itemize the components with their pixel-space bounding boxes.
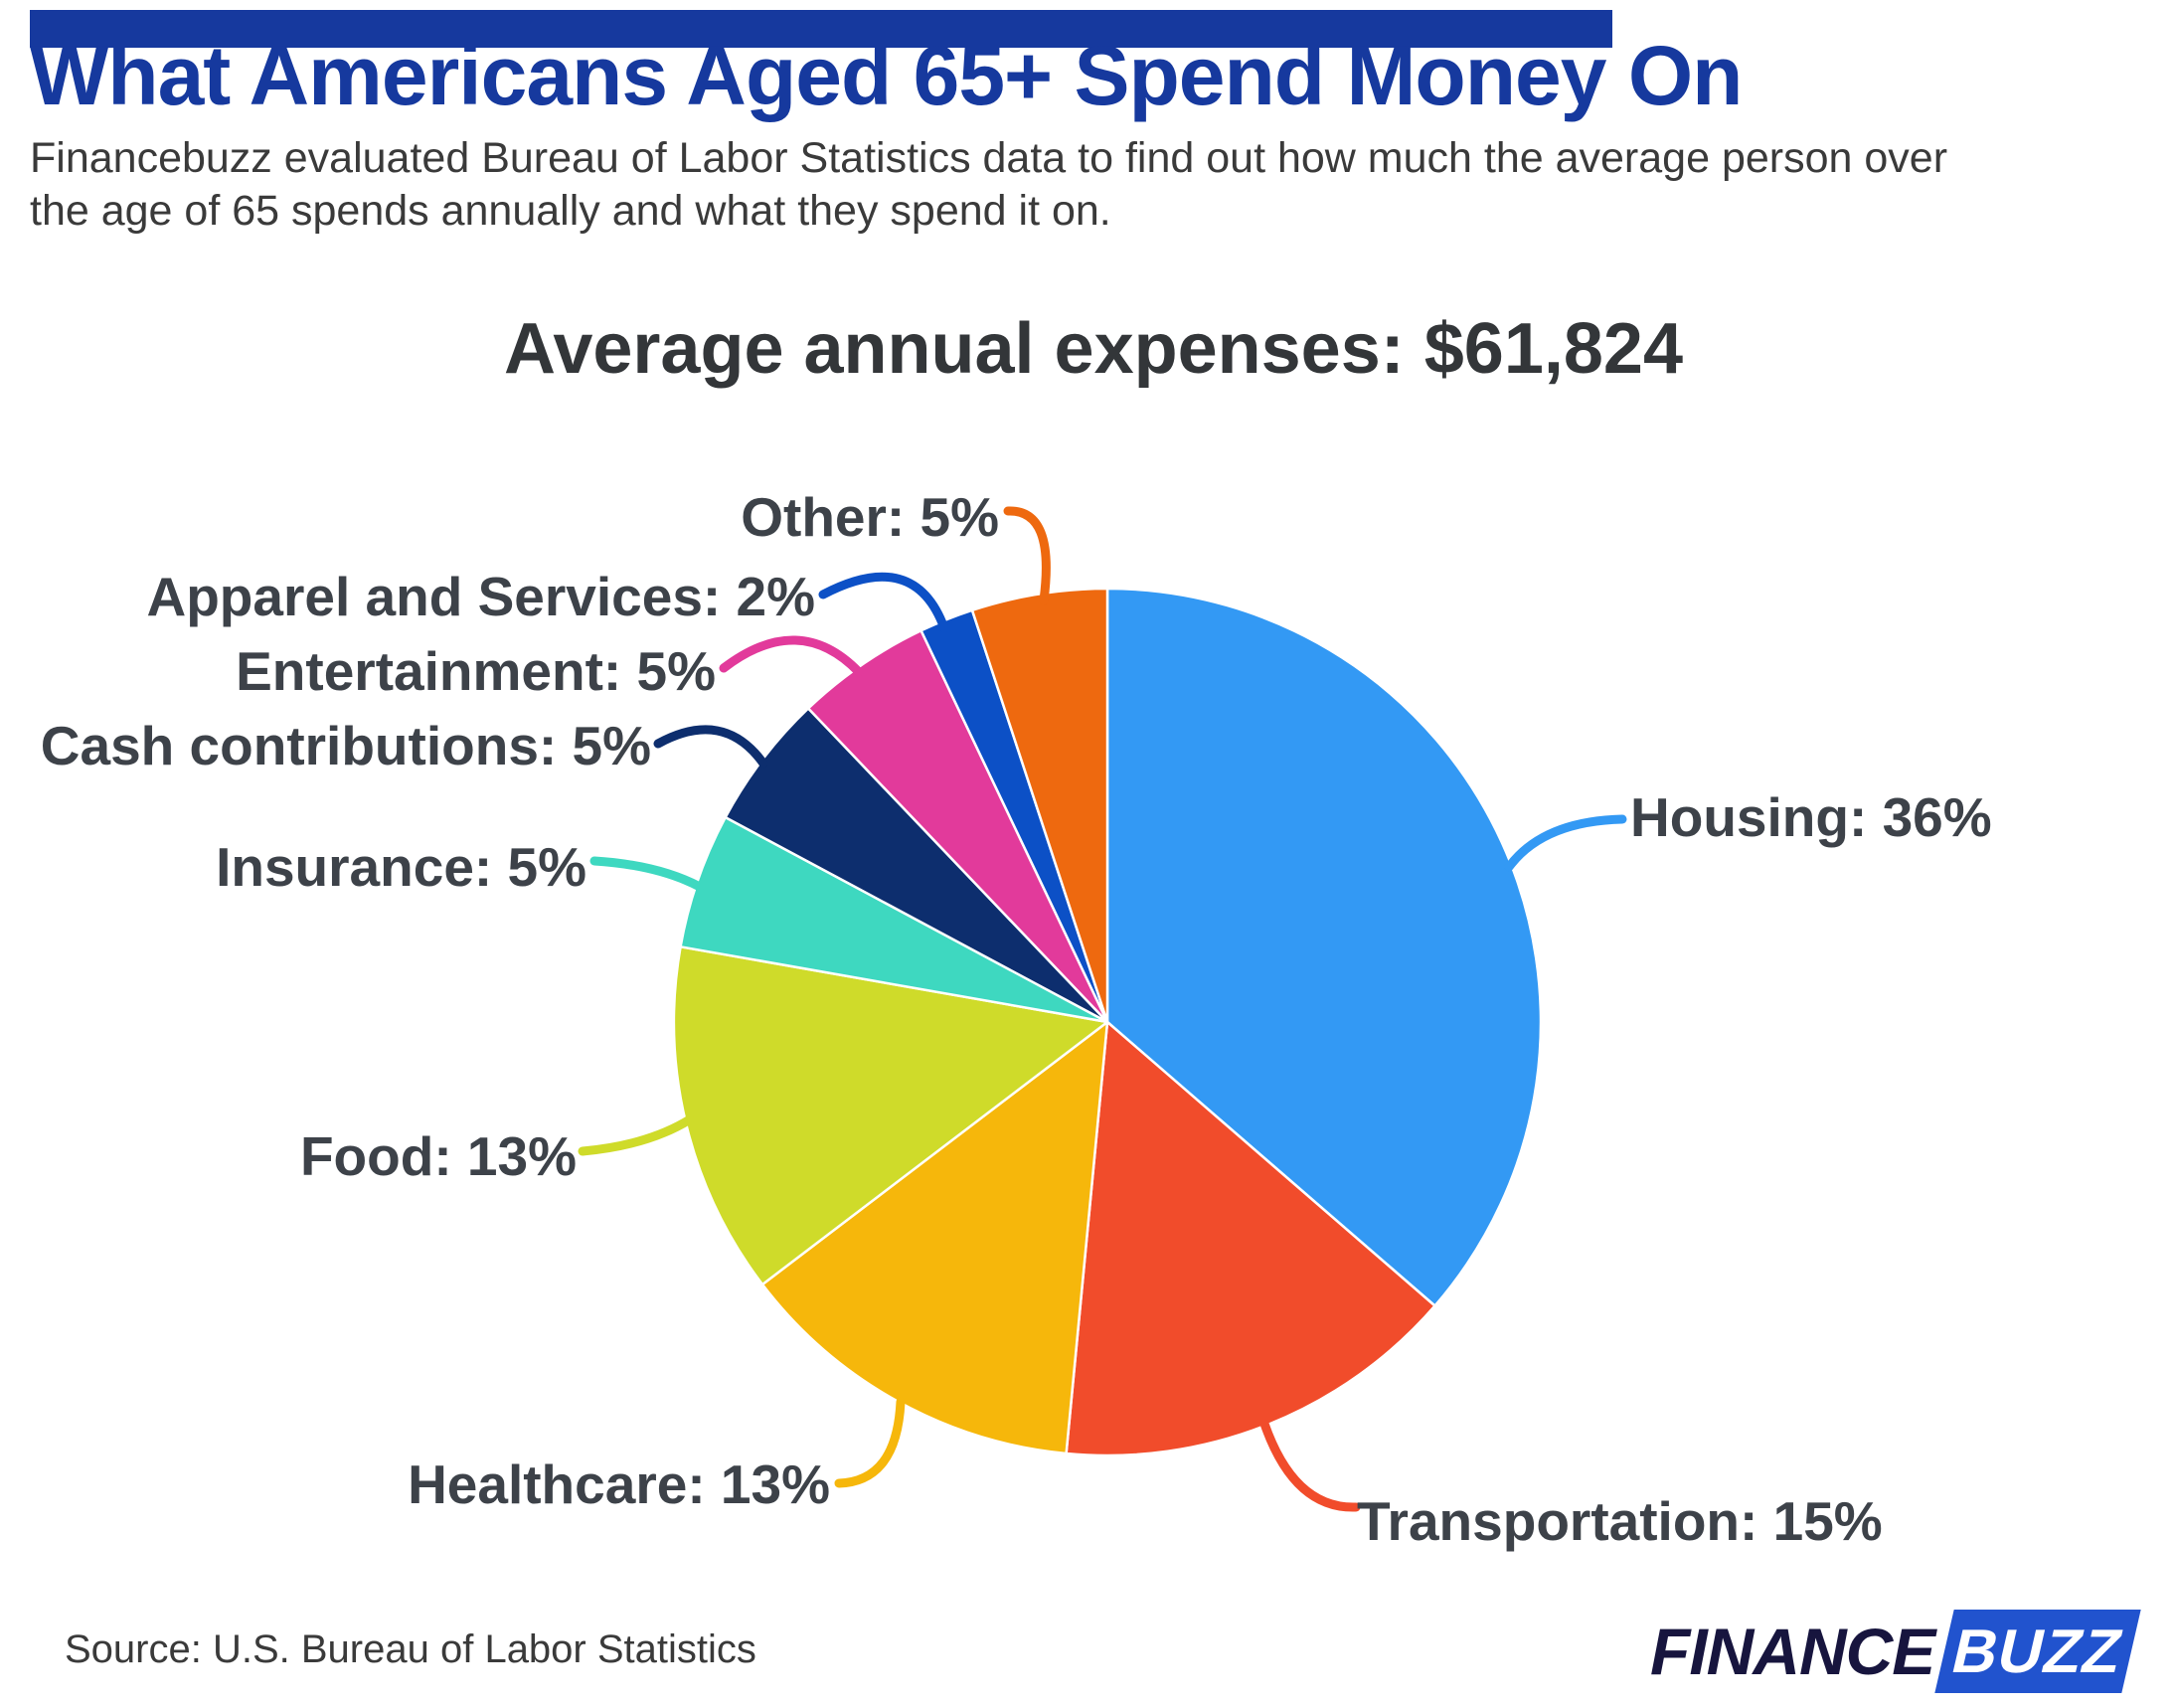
pie-label-housing: Housing: 36% — [1630, 786, 1992, 848]
chart-title: Average annual expenses: $61,824 — [504, 309, 1683, 389]
pie-label-apparel-and-services: Apparel and Services: 2% — [146, 566, 815, 627]
leader-line-other — [1003, 506, 1051, 605]
leader-line-food — [578, 1114, 695, 1156]
top-accent-bar — [30, 10, 1612, 48]
leader-line-healthcare — [834, 1397, 906, 1488]
leader-line-entertainment — [719, 635, 864, 677]
logo-finance-text: FINANCE — [1650, 1615, 1935, 1688]
pie-label-other: Other: 5% — [741, 486, 999, 548]
leader-line-housing — [1504, 814, 1627, 872]
leader-line-transportation — [1259, 1419, 1361, 1512]
pie-slice-housing — [1105, 587, 1543, 1307]
logo-buzz-badge: BUZZ — [1934, 1610, 2142, 1693]
leader-line-apparel-and-services — [818, 572, 949, 633]
pie-label-transportation: Transportation: 15% — [1357, 1490, 1883, 1552]
page-title: What Americans Aged 65+ Spend Money On — [30, 29, 1743, 122]
financebuzz-logo: FINANCE BUZZ — [1650, 1609, 2142, 1694]
logo-buzz-text: BUZZ — [1945, 1617, 2130, 1686]
pie-slice-other — [970, 587, 1109, 1024]
pie-label-healthcare: Healthcare: 13% — [408, 1453, 830, 1515]
pie-label-cash-contributions: Cash contributions: 5% — [40, 715, 651, 776]
pie-label-insurance: Insurance: 5% — [216, 836, 586, 898]
pie-label-entertainment: Entertainment: 5% — [236, 640, 716, 702]
pie-label-food: Food: 13% — [299, 1125, 577, 1187]
page-subtitle: Financebuzz evaluated Bureau of Labor St… — [30, 134, 1948, 236]
leader-line-cash-contributions — [653, 725, 768, 769]
source-note: Source: U.S. Bureau of Labor Statistics — [65, 1627, 756, 1671]
leader-line-insurance — [589, 856, 705, 892]
